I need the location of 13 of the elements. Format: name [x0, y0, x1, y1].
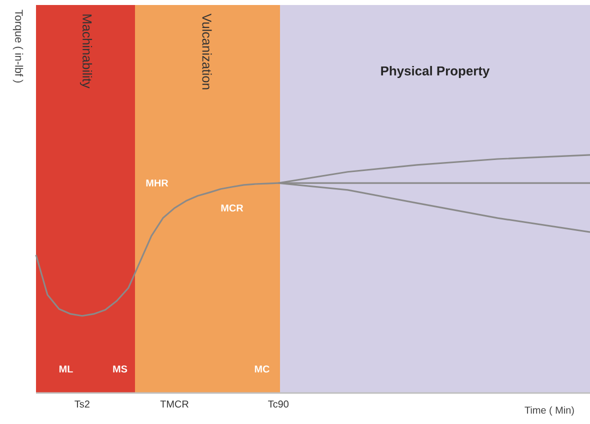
x-tick-label: TMCR — [160, 400, 188, 408]
annotation: MC — [254, 365, 270, 373]
text: Torque ( in-lbf ) — [12, 10, 24, 83]
text: Vulcanization — [202, 14, 212, 90]
annotation: MS — [113, 365, 128, 373]
x-axis-title: Time ( Min) — [524, 406, 574, 416]
x-tick-label: Ts2 — [74, 400, 90, 408]
annotation: MCR — [221, 204, 244, 212]
text: Machinability — [80, 14, 92, 88]
text: Physical Property — [381, 66, 490, 78]
annotation: MHR — [146, 180, 168, 186]
annotation: ML — [59, 366, 73, 372]
x-tick-label: Tc90 — [268, 400, 289, 408]
